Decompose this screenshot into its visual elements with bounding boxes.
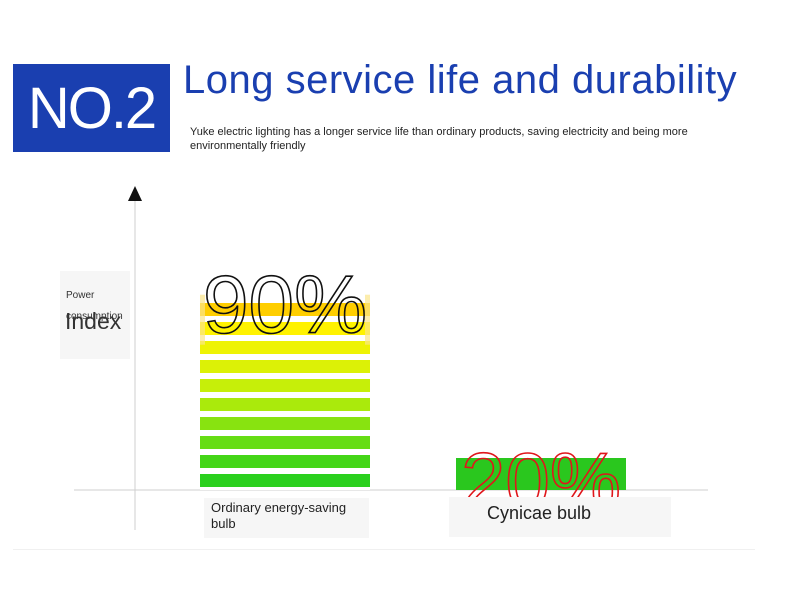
bar-ordinary-accent bbox=[365, 294, 370, 345]
number-badge: NO.2 bbox=[13, 64, 170, 152]
bar-ordinary-stripe bbox=[200, 474, 370, 487]
bar-ordinary-stripe bbox=[200, 322, 370, 335]
y-axis-arrow bbox=[128, 186, 142, 201]
bar-ordinary-stripe bbox=[200, 398, 370, 411]
y-axis-label: Power consumption bbox=[66, 290, 123, 322]
category-label-ordinary: Ordinary energy-saving bulb bbox=[204, 498, 369, 538]
bar-ordinary-stripe bbox=[200, 455, 370, 468]
category-label-cynicae: Cynicae bulb bbox=[449, 497, 671, 537]
bar-ordinary-stripe bbox=[200, 417, 370, 430]
bottom-divider bbox=[13, 549, 755, 550]
bar-cynicae-fill bbox=[456, 458, 626, 490]
y-axis-label-box bbox=[60, 271, 130, 359]
bar-ordinary-stripe bbox=[200, 379, 370, 392]
bar-ordinary-accent bbox=[200, 294, 205, 345]
bar-ordinary-stripe bbox=[200, 303, 370, 316]
value-label-ordinary: 90% bbox=[203, 260, 367, 351]
page-subtitle: Yuke electric lighting has a longer serv… bbox=[190, 126, 688, 152]
bar-ordinary-stripe bbox=[200, 341, 370, 354]
page-title: Long service life and durability bbox=[183, 58, 738, 102]
y-axis-label-index: Index bbox=[65, 308, 122, 334]
bar-ordinary-stripe bbox=[200, 436, 370, 449]
bar-ordinary-stripe bbox=[200, 360, 370, 373]
